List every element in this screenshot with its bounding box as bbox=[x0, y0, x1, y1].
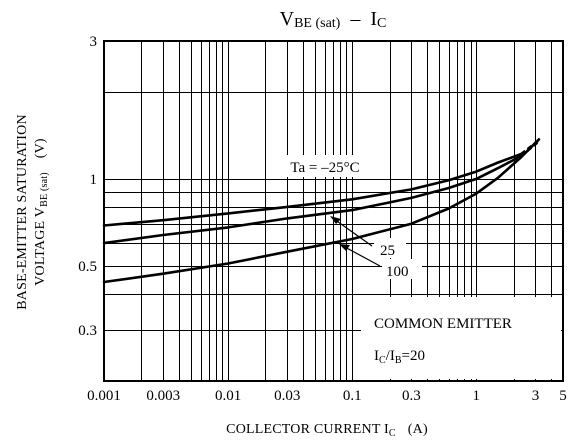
series-label-25-bg bbox=[374, 238, 406, 258]
y-axis-label: BASE-EMITTER SATURATION VOLTAGE VBE (sat… bbox=[15, 114, 50, 310]
legend: COMMON EMITTER IC/IB=20 bbox=[361, 297, 561, 379]
x-axis-label: COLLECTOR CURRENT IC (A) bbox=[226, 422, 428, 439]
x-tick-labels: 0.001 0.003 0.01 0.03 0.1 0.3 1 3 5 bbox=[87, 388, 567, 404]
series-label-ta-minus25-bg bbox=[274, 155, 376, 177]
chart-title: VBE (sat) – IC bbox=[280, 8, 387, 31]
y-axis-label-line2: VOLTAGE VBE (sat)(V) bbox=[33, 138, 50, 286]
x-tick-label: 0.03 bbox=[274, 388, 300, 404]
legend-line1: COMMON EMITTER bbox=[374, 316, 512, 332]
series-label-100-bg bbox=[382, 259, 422, 279]
y-axis-label-line1: BASE-EMITTER SATURATION bbox=[15, 114, 30, 310]
series-line-2 bbox=[102, 138, 541, 284]
x-tick-label: 0.01 bbox=[215, 388, 241, 404]
x-tick-label: 3 bbox=[532, 388, 540, 404]
x-tick-label: 0.3 bbox=[402, 388, 421, 404]
leader-arrow-100 bbox=[339, 244, 350, 251]
series-line-0 bbox=[102, 152, 523, 227]
x-tick-label: 1 bbox=[473, 388, 481, 404]
curves bbox=[102, 138, 541, 284]
legend-line2: IC/IB=20 bbox=[374, 348, 425, 366]
y-tick-labels: 0.3 0.5 1 3 bbox=[78, 34, 97, 339]
series-label-100-text: 100 bbox=[386, 264, 409, 280]
x-tick-label: 0.1 bbox=[343, 388, 362, 404]
leader-arrow-25 bbox=[330, 216, 341, 224]
x-tick-label: 0.001 bbox=[87, 388, 121, 404]
series-label-25: 25 bbox=[330, 216, 406, 259]
plot-frame bbox=[103, 40, 564, 382]
y-tick-label: 0.3 bbox=[78, 323, 97, 339]
series-line-1 bbox=[102, 154, 523, 245]
y-tick-label: 1 bbox=[90, 172, 98, 188]
series-label-ta-minus25-text: Ta = –25°C bbox=[290, 160, 359, 176]
legend-background bbox=[361, 297, 561, 379]
y-tick-label: 3 bbox=[90, 34, 98, 50]
leader-line-100 bbox=[342, 245, 381, 267]
x-tick-label: 5 bbox=[559, 388, 567, 404]
leader-line-25 bbox=[333, 218, 373, 247]
series-label-ta-minus25: Ta = –25°C bbox=[274, 155, 376, 177]
x-tick-label: 0.003 bbox=[146, 388, 180, 404]
series-label-100: 100 bbox=[339, 244, 422, 280]
y-tick-label: 0.5 bbox=[78, 259, 97, 275]
series-label-25-text: 25 bbox=[380, 243, 395, 259]
